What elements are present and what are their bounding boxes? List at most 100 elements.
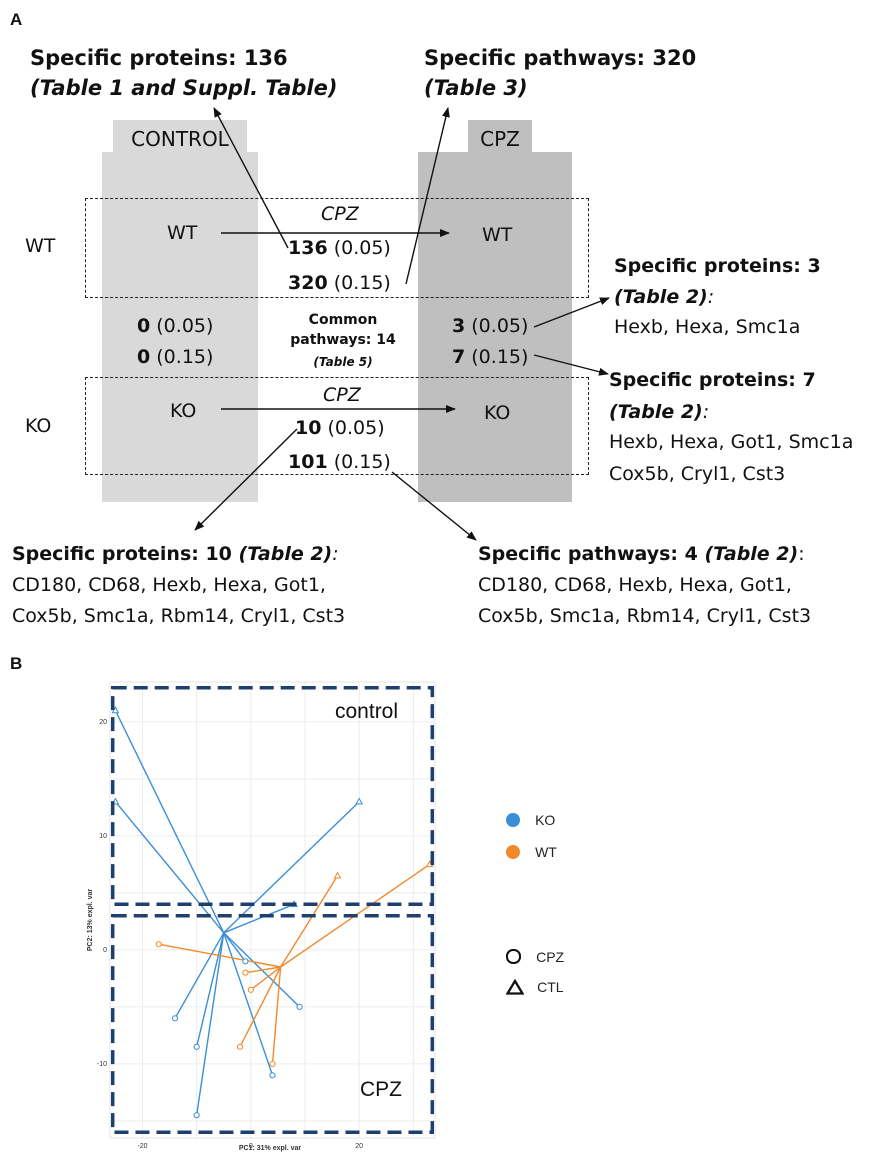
wt-swatch bbox=[506, 844, 520, 859]
ko-ctl-point bbox=[355, 797, 364, 805]
y-axis-label: PC2: 13% expl. var bbox=[87, 889, 94, 952]
ko-cpz-label: KO bbox=[484, 402, 511, 424]
wt-spoke bbox=[239, 966, 282, 1048]
control-column bbox=[102, 152, 258, 502]
ko-control-label: KO bbox=[170, 400, 197, 422]
circle-shape-icon bbox=[506, 949, 521, 964]
legend-item-cpz: CPZ bbox=[506, 946, 564, 965]
y-tick-label: -10 bbox=[97, 1061, 107, 1068]
ko-cpz-point bbox=[242, 958, 249, 965]
wt-count-005: 136 (0.05) bbox=[288, 237, 391, 259]
common-pathways-line2: pathways: 14 bbox=[290, 332, 396, 348]
legend-item-ctl: CTL bbox=[505, 976, 564, 995]
top-right-title: Specific pathways: 320 bbox=[424, 46, 697, 70]
ko-spoke bbox=[114, 710, 225, 934]
bottom-left-title: Specific proteins: 10 (Table 2): bbox=[12, 543, 339, 565]
wt-spoke bbox=[280, 875, 339, 968]
wt-spoke bbox=[245, 966, 281, 974]
ko-spoke bbox=[223, 932, 274, 1076]
wt-cpz-label: WT bbox=[482, 224, 513, 246]
ko-spoke bbox=[223, 801, 360, 934]
wt-row-box bbox=[85, 198, 589, 298]
ko-spoke bbox=[223, 903, 295, 934]
legend-wt-label: WT bbox=[535, 843, 557, 860]
ko-spoke bbox=[195, 932, 225, 1116]
ko-row-box bbox=[85, 377, 589, 475]
right-3-title: Specific proteins: 3 bbox=[614, 255, 821, 277]
control-column-header: CONTROL bbox=[113, 120, 247, 154]
x-tick-label: -20 bbox=[137, 1143, 147, 1150]
cpz-region-label: CPZ bbox=[360, 1078, 402, 1101]
wt-spoke bbox=[250, 966, 282, 991]
common-pathways-table: (Table 5) bbox=[313, 355, 373, 369]
control-count-005: 0 (0.05) bbox=[137, 315, 214, 337]
cpz-column bbox=[418, 152, 572, 502]
ko-spoke bbox=[223, 932, 246, 962]
ko-cpz-point bbox=[171, 1015, 179, 1022]
x-tick-label: 20 bbox=[355, 1143, 363, 1150]
axis-ticks: -20 0 20 -10 0 10 20 bbox=[97, 719, 363, 1150]
control-region-label: control bbox=[335, 700, 398, 723]
bottom-right-list-2: Cox5b, Smc1a, Rbm14, Cryl1, Cst3 bbox=[478, 605, 812, 627]
panel-a-arrows bbox=[194, 107, 610, 541]
ko-cpz-point bbox=[193, 1043, 200, 1050]
right-7-subtitle: (Table 2): bbox=[609, 401, 710, 423]
panel-a-label: A bbox=[10, 10, 23, 29]
ko-spoke bbox=[114, 801, 225, 934]
plot-panel bbox=[109, 681, 436, 1139]
bottom-left-list-2: Cox5b, Smc1a, Rbm14, Cryl1, Cst3 bbox=[12, 605, 346, 627]
wt-cpz-point bbox=[247, 986, 254, 993]
y-tick-label: 10 bbox=[99, 833, 107, 840]
row-label-wt: WT bbox=[25, 235, 56, 257]
ko-spoke bbox=[195, 932, 225, 1047]
legend-item-wt: WT bbox=[506, 841, 557, 860]
common-pathways-line1: Common bbox=[308, 312, 378, 328]
right-7-title: Specific proteins: 7 bbox=[609, 369, 816, 391]
top-right-subtitle: (Table 3) bbox=[424, 76, 528, 100]
ko-arrow-label: CPZ bbox=[323, 384, 361, 406]
x-tick-label: 0 bbox=[249, 1143, 253, 1150]
wt-ctl-point bbox=[333, 871, 342, 879]
wt-cpz-point bbox=[236, 1043, 244, 1050]
bottom-right-title: Specific pathways: 4 (Table 2): bbox=[478, 543, 805, 565]
legend-ko-label: KO bbox=[535, 811, 556, 828]
ko-spoke bbox=[174, 932, 225, 1019]
bottom-right-list-1: CD180, CD68, Hexb, Hexa, Got1, bbox=[478, 574, 792, 596]
right-3-list: Hexb, Hexa, Smc1a bbox=[614, 316, 801, 338]
ko-cpz-point bbox=[193, 1112, 200, 1119]
wt-cpz-point bbox=[242, 969, 249, 976]
control-region-box bbox=[110, 685, 435, 907]
plot-grid bbox=[109, 681, 436, 1139]
wt-count-015: 320 (0.15) bbox=[288, 272, 391, 294]
ko-cpz-point bbox=[296, 1003, 303, 1010]
wt-cpz-point bbox=[155, 941, 162, 948]
bottom-left-list-1: CD180, CD68, Hexb, Hexa, Got1, bbox=[12, 574, 326, 596]
region-boxes bbox=[110, 685, 435, 1135]
top-left-subtitle: (Table 1 and Suppl. Table) bbox=[30, 76, 338, 100]
arrow-to-specific-proteins-10 bbox=[194, 428, 298, 531]
panel-b-label: B bbox=[10, 654, 23, 673]
wt-arrow-label: CPZ bbox=[321, 203, 359, 225]
top-left-title: Specific proteins: 136 bbox=[30, 46, 288, 70]
cpz-count-015: 7 (0.15) bbox=[452, 346, 529, 368]
y-tick-label: 0 bbox=[103, 947, 107, 954]
wt-spoke bbox=[158, 943, 281, 968]
right-7-list-1: Hexb, Hexa, Got1, Smc1a bbox=[609, 431, 854, 453]
ko-cpz-point bbox=[269, 1072, 276, 1079]
legend-item-ko: KO bbox=[506, 809, 555, 828]
cpz-count-005: 3 (0.05) bbox=[452, 315, 529, 337]
wt-spoke bbox=[271, 966, 282, 1064]
ko-count-005: 10 (0.05) bbox=[295, 417, 385, 439]
wt-cpz-point bbox=[269, 1060, 276, 1067]
arrow-to-specific-proteins-7 bbox=[533, 354, 609, 376]
y-tick-label: 20 bbox=[99, 719, 107, 726]
row-label-ko: KO bbox=[25, 415, 52, 437]
control-count-015: 0 (0.15) bbox=[137, 346, 214, 368]
arrow-to-specific-proteins-136 bbox=[213, 107, 289, 249]
wt-control-label: WT bbox=[167, 222, 198, 244]
arrow-to-specific-pathways-4 bbox=[391, 471, 477, 541]
x-axis-label: PC1: 31% expl. var bbox=[239, 1145, 302, 1152]
ko-swatch bbox=[506, 812, 520, 827]
ko-count-015: 101 (0.15) bbox=[288, 451, 391, 473]
right-3-subtitle: (Table 2): bbox=[614, 286, 715, 308]
